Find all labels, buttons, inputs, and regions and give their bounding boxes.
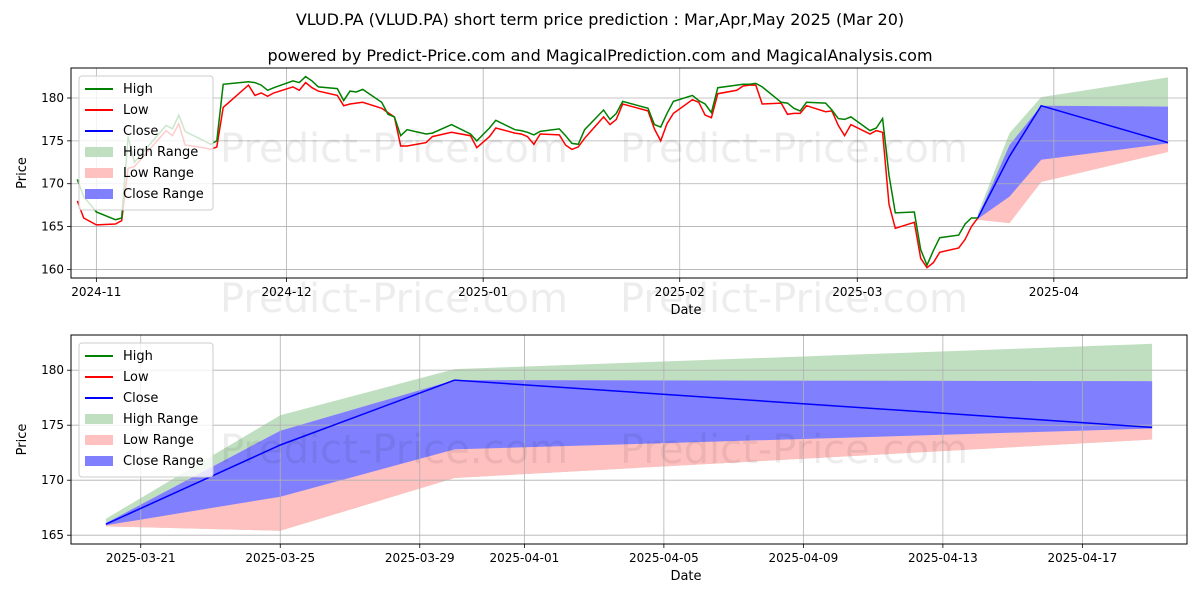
legend-item-low-range-label: Low Range (123, 166, 194, 181)
legend-item-high-range-label: High Range (123, 412, 198, 427)
y-tick-label: 170 (41, 473, 64, 487)
top-chart-panel: 2024-11 2024-12 2025-01 2025-02 2025-03 2025-… (15, 67, 1188, 318)
x-axis-label: Date (670, 569, 701, 584)
low-series-line (76, 81, 979, 269)
axes-frame (70, 334, 1188, 545)
legend-item-low-range-swatch (85, 168, 113, 178)
y-tick-label: 165 (41, 220, 64, 234)
x-tick-label: 2025-02 (655, 285, 705, 299)
y-tick-label: 165 (41, 528, 64, 542)
legend-item-high-range-swatch (85, 147, 113, 157)
legend-item-high-range-label: High Range (123, 145, 198, 160)
x-tick-label: 2025-04-01 (490, 551, 560, 565)
legend-item-low-range-swatch (85, 435, 113, 445)
chart-subtitle: powered by Predict-Price.com and Magical… (267, 46, 933, 65)
watermark-text: Predict-Price.com (620, 276, 968, 322)
legend-item-low-label: Low (123, 103, 149, 118)
close-series-line (105, 379, 1153, 525)
legend-item-low-label: Low (123, 370, 149, 385)
x-tick-label: 2025-03-29 (385, 551, 455, 565)
x-tick-label: 2025-04-13 (908, 551, 978, 565)
legend-item-close-range-swatch (85, 189, 113, 199)
x-tick-label: 2025-01 (458, 285, 508, 299)
x-tick-label: 2024-12 (262, 285, 312, 299)
x-tick-label: 2025-03-21 (106, 551, 176, 565)
watermark-text: Predict-Price.com (220, 276, 568, 322)
x-tick-label: 2025-04-09 (769, 551, 839, 565)
close-series-line (977, 104, 1169, 219)
x-tick-label: 2025-04 (1029, 285, 1079, 299)
y-axis-label: Price (15, 424, 30, 456)
legend-item-close-range-label: Close Range (123, 187, 204, 202)
y-tick-label: 175 (41, 418, 64, 432)
y-tick-label: 160 (41, 262, 64, 276)
x-tick-label: 2025-04-05 (629, 551, 699, 565)
legend-item-high-label: High (123, 349, 153, 364)
x-tick-label: 2025-04-17 (1048, 551, 1118, 565)
legend-item-low-range-label: Low Range (123, 433, 194, 448)
y-tick-label: 180 (41, 91, 64, 105)
watermark-text: Predict-Price.com (620, 126, 968, 172)
y-tick-label: 180 (41, 363, 64, 377)
axes-frame (70, 67, 1188, 279)
legend-item-high-range-swatch (85, 414, 113, 424)
y-tick-label: 170 (41, 177, 64, 191)
x-axis-label: Date (670, 303, 701, 318)
x-tick-label: 2025-03-25 (245, 551, 315, 565)
legend-item-close-label: Close (123, 124, 158, 139)
high-series-line (76, 75, 978, 268)
x-tick-label: 2025-03 (832, 285, 882, 299)
watermark-text: Predict-Price.com (620, 427, 968, 473)
y-tick-label: 175 (41, 134, 64, 148)
watermark-text: Predict-Price.com (220, 126, 568, 172)
bottom-chart-panel: 2025-03-21 2025-03-25 2025-03-29 2025-04-01… (15, 334, 1188, 584)
legend-item-close-label: Close (123, 391, 158, 406)
legend-item-high-label: High (123, 82, 153, 97)
legend-item-close-range-swatch (85, 456, 113, 466)
x-tick-label: 2024-11 (71, 285, 121, 299)
legend-item-close-range-label: Close Range (123, 454, 204, 469)
watermark-text: Predict-Price.com (220, 427, 568, 473)
y-axis-label: Price (15, 157, 30, 189)
close-range-band (977, 105, 1168, 219)
close-range-band (105, 380, 1153, 526)
chart-title: VLUD.PA (VLUD.PA) short term price predi… (295, 10, 905, 29)
